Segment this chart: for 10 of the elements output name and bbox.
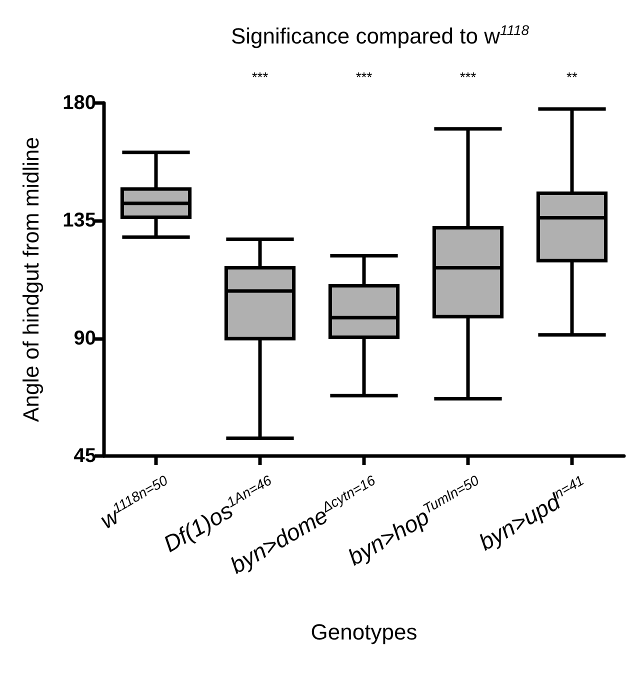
text: *** [460, 69, 477, 85]
y-tick-label: 180 [62, 92, 96, 114]
y-tick-label: 90 [74, 327, 96, 350]
y-tick-label: 45 [74, 445, 96, 467]
y-axis-title: Angle of hindgut from midline [18, 137, 44, 422]
text: ** [566, 69, 578, 85]
text: *** [356, 69, 373, 85]
y-tick-label: 135 [62, 210, 96, 232]
x-axis-title: Genotypes [310, 620, 418, 644]
text: *** [252, 69, 269, 85]
